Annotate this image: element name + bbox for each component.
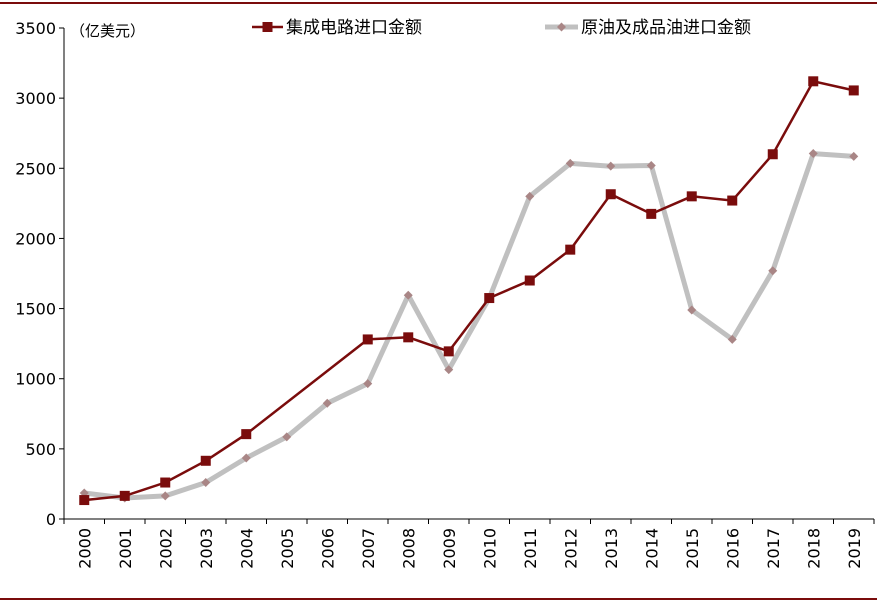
data-point-integrated-circuits — [727, 195, 738, 206]
series-line-integrated-circuits — [84, 79, 855, 502]
x-tick-label: 2014 — [642, 528, 661, 569]
x-tick-label: 2009 — [440, 528, 459, 569]
axes: 0 500 1000 1500 2000 2500 3000 3500 2000 2001 2002… — [15, 19, 875, 569]
y-tick-label: 3500 — [15, 19, 56, 38]
data-point-crude-oil — [849, 151, 859, 161]
x-tick-label: 2004 — [237, 528, 256, 569]
y-tick-label: 1000 — [15, 370, 56, 389]
x-tick-label: 2011 — [521, 528, 540, 569]
legend-marker-integrated-circuits — [262, 22, 273, 32]
data-point-crude-oil — [160, 491, 170, 501]
data-point-integrated-circuits — [362, 334, 373, 345]
x-tick-label: 2012 — [561, 528, 580, 569]
x-tick-label: 2006 — [318, 528, 337, 569]
legend-marker-crude-oil — [557, 22, 566, 32]
data-point-integrated-circuits — [524, 275, 535, 286]
data-point-crude-oil — [727, 334, 737, 344]
data-point-integrated-circuits — [767, 149, 778, 160]
data-point-integrated-circuits — [484, 293, 495, 304]
x-tick-label: 2008 — [399, 528, 418, 569]
x-tick-label: 2010 — [480, 528, 499, 569]
series-layer — [79, 76, 859, 506]
series-line-crude-oil — [83, 151, 854, 501]
data-point-integrated-circuits — [605, 189, 616, 200]
legend: 集成电路进口金额 原油及成品油进口金额 — [252, 18, 751, 38]
data-point-crude-oil — [646, 160, 656, 170]
data-point-crude-oil — [363, 379, 373, 389]
data-point-integrated-circuits — [403, 332, 414, 343]
x-tick-label: 2000 — [75, 528, 94, 569]
data-point-integrated-circuits — [160, 477, 171, 488]
y-tick-label: 2000 — [15, 229, 56, 248]
y-tick-label: 1500 — [15, 300, 56, 319]
x-tick-label: 2003 — [197, 528, 216, 569]
legend-label-crude-oil: 原油及成品油进口金额 — [581, 18, 751, 38]
data-point-integrated-circuits — [565, 244, 576, 255]
data-point-integrated-circuits — [119, 490, 130, 501]
unit-label: （亿美元） — [70, 22, 145, 40]
x-tick-label: 2005 — [278, 528, 297, 569]
x-tick-label: 2002 — [156, 528, 175, 569]
data-point-integrated-circuits — [686, 191, 697, 202]
data-point-crude-oil — [606, 161, 616, 171]
data-point-integrated-circuits — [241, 429, 252, 440]
data-point-integrated-circuits — [808, 76, 819, 87]
x-tick-label: 2013 — [602, 528, 621, 569]
x-tick-label: 2019 — [845, 528, 864, 569]
x-tick-label: 2016 — [723, 528, 742, 569]
data-point-crude-oil — [565, 158, 575, 168]
data-point-integrated-circuits — [646, 208, 657, 219]
x-tick-label: 2001 — [116, 528, 135, 569]
data-point-integrated-circuits — [200, 455, 211, 466]
data-point-crude-oil — [444, 365, 454, 375]
y-tick-label: 2500 — [15, 159, 56, 178]
data-point-crude-oil — [201, 478, 211, 488]
y-tick-label: 0 — [46, 510, 56, 529]
data-point-crude-oil — [768, 266, 778, 276]
data-point-integrated-circuits — [848, 85, 859, 96]
data-point-integrated-circuits — [79, 495, 90, 506]
y-tick-label: 500 — [25, 440, 56, 459]
legend-label-integrated-circuits: 集成电路进口金额 — [286, 18, 422, 38]
y-tick-label: 3000 — [15, 89, 56, 108]
data-point-crude-oil — [241, 453, 251, 463]
data-point-crude-oil — [322, 398, 332, 408]
x-tick-label: 2017 — [764, 528, 783, 569]
x-tick-label: 2007 — [359, 528, 378, 569]
x-tick-label: 2018 — [804, 528, 823, 569]
data-point-crude-oil — [525, 191, 535, 201]
x-tick-label: 2015 — [683, 528, 702, 569]
data-point-crude-oil — [403, 290, 413, 300]
data-point-crude-oil — [282, 432, 292, 442]
data-point-crude-oil — [687, 305, 697, 315]
data-point-integrated-circuits — [443, 346, 454, 357]
data-point-crude-oil — [808, 149, 818, 159]
